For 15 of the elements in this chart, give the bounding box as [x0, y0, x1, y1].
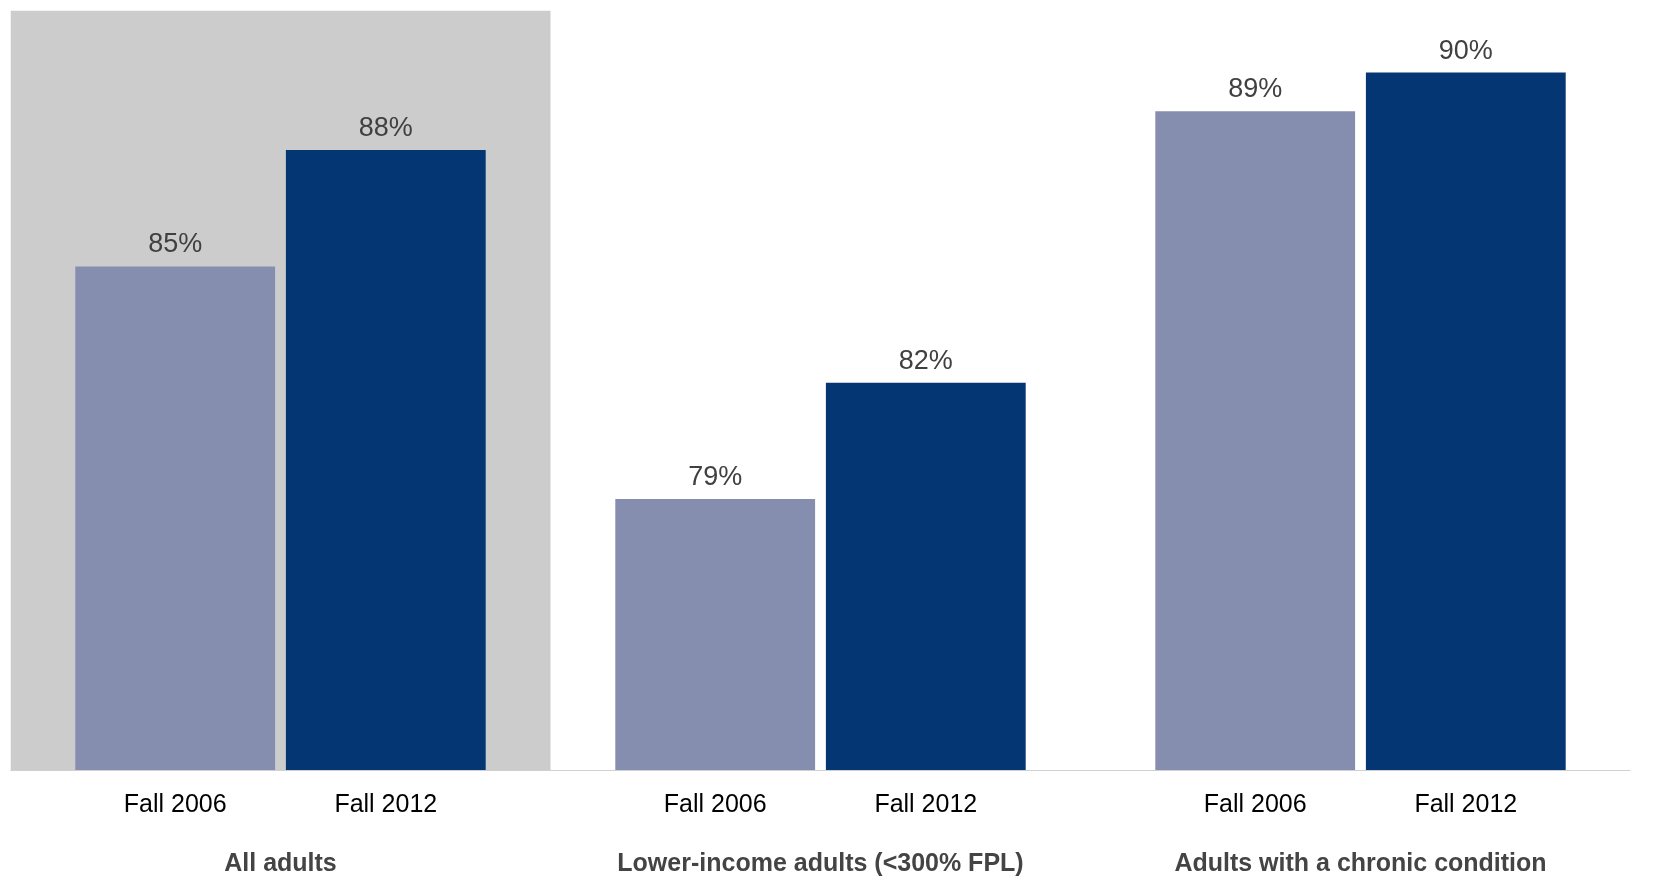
x-tick-label: All adults: [224, 847, 337, 876]
text: Fall 2012: [874, 788, 978, 817]
series-label: Fall 2012: [334, 788, 438, 817]
text: Fall 2012: [1414, 788, 1518, 817]
series-label: Fall 2006: [123, 788, 227, 817]
x-tick-label: Adults with a chronic condition: [1174, 847, 1547, 876]
data-label: 82%: [898, 344, 953, 375]
x-tick-label: Lower-income adults (<300% FPL): [617, 847, 1024, 876]
data-label: 79%: [688, 461, 743, 492]
data-label: 88%: [358, 112, 413, 143]
text: Fall 2006: [663, 788, 767, 817]
data-label: 89%: [1228, 73, 1283, 104]
data-label: 90%: [1438, 34, 1493, 65]
text: Fall 2006: [1203, 788, 1307, 817]
data-label: 85%: [148, 228, 203, 259]
